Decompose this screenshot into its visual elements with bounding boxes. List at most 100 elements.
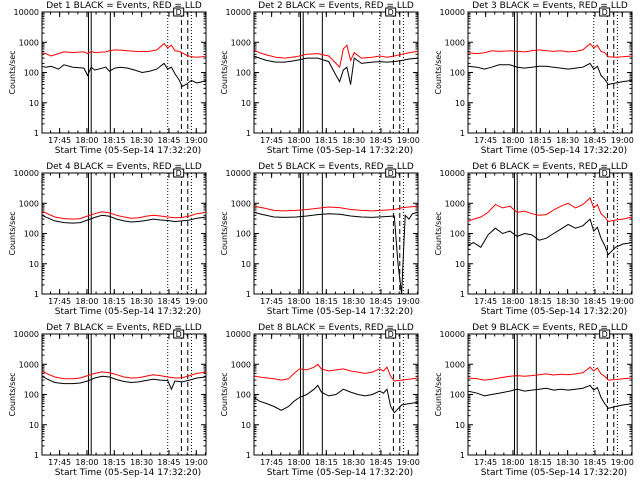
- detector-panel-1: 1 10 100 1000 10000 17:45 18:00 18:15 18:30 18:45…: [8, 1, 208, 156]
- panel-title: Det 8 BLACK = Events, RED = LLD: [258, 323, 414, 333]
- x-tick-label: 17:45: [474, 297, 497, 306]
- x-tick-label: 18:45: [583, 136, 606, 145]
- x-tick-label: 19:00: [185, 458, 208, 467]
- detector-panel-8: 1 10 100 1000 10000 17:45 18:00 18:15 18:30 18:45…: [220, 323, 420, 478]
- y-tick-label: 100: [236, 230, 251, 239]
- detector-panel-5: 1 10 100 1000 10000 17:45 18:00 18:15 18:30 18:45…: [220, 162, 420, 317]
- x-tick-label: 18:30: [130, 458, 153, 467]
- x-tick-label: 18:30: [556, 458, 579, 467]
- x-tick-label: 18:15: [529, 458, 552, 467]
- x-tick-label: 17:45: [474, 136, 497, 145]
- y-tick-label: 10000: [226, 8, 251, 17]
- marker-box-label: D: [602, 8, 608, 17]
- x-tick-label: 18:45: [157, 297, 180, 306]
- series-lld: [41, 210, 207, 220]
- y-tick-label: 10000: [226, 169, 251, 178]
- x-axis-label: Start Time (05-Sep-14 17:32:20): [481, 146, 627, 156]
- y-tick-label: 1: [34, 451, 39, 460]
- y-tick-label: 100: [24, 69, 39, 78]
- series-events: [253, 211, 419, 295]
- x-tick-label: 18:45: [157, 136, 180, 145]
- series-events: [467, 62, 633, 86]
- y-tick-label: 100: [24, 391, 39, 400]
- panel-grid: 1 10 100 1000 10000 17:45 18:00 18:15 18:30 18:45…: [8, 1, 634, 478]
- y-tick-label: 1: [460, 451, 465, 460]
- x-axis-label: Start Time (05-Sep-14 17:32:20): [55, 146, 201, 156]
- y-tick-label: 1000: [231, 38, 251, 47]
- y-tick-label: 1000: [231, 360, 251, 369]
- y-tick-label: 1000: [19, 199, 39, 208]
- marker-box: [599, 7, 611, 17]
- y-tick-label: 10: [455, 421, 465, 430]
- y-tick-label: 10: [29, 421, 39, 430]
- y-tick-label: 10: [241, 99, 251, 108]
- y-tick-label: 10: [29, 99, 39, 108]
- series-lld: [467, 42, 633, 58]
- x-tick-label: 19:00: [397, 458, 420, 467]
- series-lld: [467, 366, 633, 381]
- series-events: [41, 62, 207, 87]
- detector-panel-4: 1 10 100 1000 10000 17:45 18:00 18:15 18:30 18:45…: [8, 162, 208, 317]
- x-tick-label: 18:00: [501, 458, 524, 467]
- y-axis-label: Counts/sec: [220, 211, 229, 255]
- y-axis-label: Counts/sec: [8, 50, 17, 94]
- marker-box: [173, 168, 185, 178]
- detector-panel-9: 1 10 100 1000 10000 17:45 18:00 18:15 18:30 18:45…: [434, 323, 634, 478]
- y-tick-label: 10000: [14, 8, 39, 17]
- x-tick-label: 18:00: [75, 297, 98, 306]
- x-tick-label: 18:45: [369, 297, 392, 306]
- y-axis-label: Counts/sec: [220, 50, 229, 94]
- x-tick-label: 19:00: [611, 458, 634, 467]
- series-events: [253, 55, 419, 85]
- y-tick-label: 100: [236, 391, 251, 400]
- y-tick-label: 1000: [19, 360, 39, 369]
- panel-title: Det 1 BLACK = Events, RED = LLD: [46, 1, 202, 11]
- x-tick-label: 18:00: [501, 297, 524, 306]
- marker-box-label: D: [176, 8, 182, 17]
- x-tick-label: 18:15: [315, 297, 338, 306]
- detector-panel-3: 1 10 100 1000 10000 17:45 18:00 18:15 18:30 18:45…: [434, 1, 634, 156]
- x-tick-label: 18:15: [103, 458, 126, 467]
- x-tick-label: 18:00: [501, 136, 524, 145]
- y-tick-label: 1: [34, 129, 39, 138]
- x-tick-label: 18:00: [287, 136, 310, 145]
- detector-panel-7: 1 10 100 1000 10000 17:45 18:00 18:15 18:30 18:45…: [8, 323, 208, 478]
- x-tick-label: 19:00: [397, 297, 420, 306]
- panel-title: Det 7 BLACK = Events, RED = LLD: [46, 323, 202, 333]
- y-tick-label: 10000: [440, 169, 465, 178]
- y-tick-label: 100: [450, 391, 465, 400]
- marker-box: [173, 329, 185, 339]
- x-axis-label: Start Time (05-Sep-14 17:32:20): [267, 307, 413, 317]
- marker-box: [173, 7, 185, 17]
- series-events: [467, 384, 633, 409]
- x-tick-label: 18:30: [342, 136, 365, 145]
- x-tick-label: 18:15: [529, 297, 552, 306]
- y-tick-label: 1000: [445, 360, 465, 369]
- y-tick-label: 1000: [231, 199, 251, 208]
- series-events: [41, 375, 207, 391]
- y-axis-label: Counts/sec: [8, 211, 17, 255]
- marker-box: [385, 329, 397, 339]
- x-tick-label: 18:15: [103, 136, 126, 145]
- y-tick-label: 100: [450, 69, 465, 78]
- panel-title: Det 6 BLACK = Events, RED = LLD: [472, 162, 628, 172]
- x-tick-label: 19:00: [611, 136, 634, 145]
- y-tick-label: 10: [241, 260, 251, 269]
- marker-box-label: D: [602, 169, 608, 178]
- y-tick-label: 10: [29, 260, 39, 269]
- y-axis-label: Counts/sec: [434, 372, 443, 416]
- series-events: [253, 384, 419, 414]
- marker-box-label: D: [388, 330, 394, 339]
- x-tick-label: 18:45: [583, 297, 606, 306]
- panel-title: Det 5 BLACK = Events, RED = LLD: [258, 162, 414, 172]
- detector-panel-2: 1 10 100 1000 10000 17:45 18:00 18:15 18:30 18:45…: [220, 1, 420, 156]
- x-tick-label: 18:45: [583, 458, 606, 467]
- x-tick-label: 18:30: [556, 297, 579, 306]
- series-lld: [253, 205, 419, 212]
- y-tick-label: 10000: [14, 330, 39, 339]
- panel-title: Det 2 BLACK = Events, RED = LLD: [258, 1, 414, 11]
- y-axis-label: Counts/sec: [220, 372, 229, 416]
- y-axis-label: Counts/sec: [434, 211, 443, 255]
- x-tick-label: 18:30: [130, 136, 153, 145]
